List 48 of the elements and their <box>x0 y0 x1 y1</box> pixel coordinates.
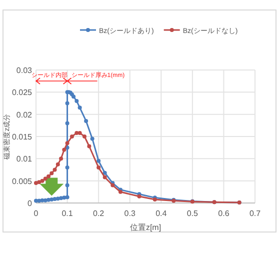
point <box>82 134 86 138</box>
point <box>65 183 70 188</box>
point <box>43 176 48 181</box>
point <box>62 196 66 200</box>
y-tick-label: 0.015 <box>12 132 33 142</box>
y-tick-label: 0.02 <box>16 110 33 120</box>
point <box>70 134 74 138</box>
x-tick-label: 0.5 <box>186 209 199 218</box>
y-tick-label: 0.03 <box>16 66 33 75</box>
point <box>96 166 101 170</box>
point <box>84 118 88 123</box>
point <box>65 141 70 146</box>
x-tick-label: 0.3 <box>124 209 136 218</box>
x-tick-label: 0.7 <box>249 209 262 218</box>
y-tick-label: 0.01 <box>16 154 33 164</box>
point <box>65 195 70 200</box>
x-tick-label: 0.6 <box>218 209 230 218</box>
point <box>50 171 54 176</box>
point <box>78 130 82 135</box>
point <box>37 180 42 184</box>
point <box>74 130 79 135</box>
y-tick-label: 0.025 <box>12 88 33 98</box>
point <box>50 197 54 202</box>
point <box>72 94 76 99</box>
y-tick-label: 0 <box>28 199 33 208</box>
point <box>52 168 57 172</box>
x-tick-label: 0.4 <box>156 209 168 218</box>
point <box>87 144 92 148</box>
y-tick-label: 0.005 <box>12 176 33 186</box>
x-tick-label: 0.2 <box>93 209 105 218</box>
x-axis-title: 位置z[m] <box>130 223 162 232</box>
point <box>59 156 64 161</box>
point <box>65 166 70 170</box>
point <box>78 106 82 110</box>
point <box>37 198 42 203</box>
point <box>62 148 66 152</box>
point <box>65 101 70 106</box>
point <box>56 162 60 166</box>
point <box>102 170 107 175</box>
point <box>96 158 101 163</box>
point <box>65 121 70 126</box>
x-tick-label: 0.1 <box>62 209 74 218</box>
point <box>102 175 107 180</box>
point <box>46 174 51 178</box>
point <box>90 136 94 141</box>
x-tick-label: 0 <box>34 209 39 218</box>
point <box>74 99 79 104</box>
point <box>40 178 44 183</box>
